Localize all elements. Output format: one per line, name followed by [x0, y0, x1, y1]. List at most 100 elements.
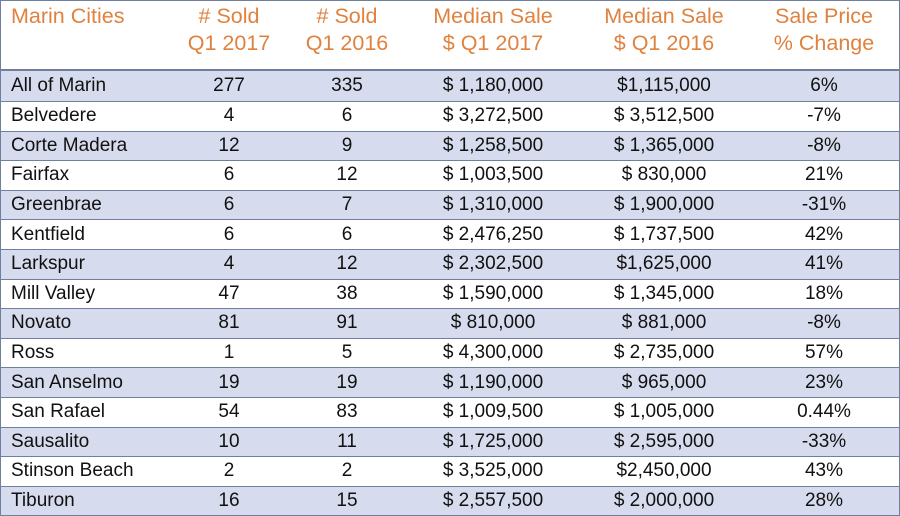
- header-row: Marin Cities # Sold Q1 2017 # Sold Q1 20…: [1, 1, 899, 70]
- median-2016-cell: $ 2,000,000: [579, 485, 749, 516]
- city-cell: Greenbrae: [1, 189, 171, 220]
- sold-2017-cell: 4: [171, 101, 287, 132]
- city-cell: Larkspur: [1, 248, 171, 280]
- city-cell: San Anselmo: [1, 367, 171, 398]
- median-2016-cell: $ 2,595,000: [579, 426, 749, 457]
- median-2016-cell: $ 1,737,500: [579, 219, 749, 250]
- price-change-cell: 57%: [749, 337, 899, 368]
- table-row: Larkspur 4 12 $ 2,302,500 $1,625,000 41%: [1, 248, 899, 280]
- table-row: Novato 81 91 $ 810,000 $ 881,000 -8%: [1, 308, 899, 339]
- header-line: Median Sale: [604, 4, 724, 28]
- sold-2016-cell: 12: [287, 248, 407, 280]
- sold-2016-cell: 11: [287, 426, 407, 457]
- price-change-cell: -31%: [749, 189, 899, 220]
- sold-2016-cell: 15: [287, 485, 407, 516]
- header-line: # Sold: [198, 4, 260, 28]
- header-median-2017: Median Sale $ Q1 2017: [407, 1, 579, 70]
- sold-2017-cell: 81: [171, 308, 287, 339]
- header-line: Q1 2017: [187, 31, 271, 55]
- price-change-cell: 21%: [749, 160, 899, 191]
- median-2017-cell: $ 1,310,000: [407, 189, 579, 220]
- median-2017-cell: $ 1,190,000: [407, 367, 579, 398]
- header-line: Q1 2016: [305, 31, 389, 55]
- price-change-cell: 18%: [749, 278, 899, 309]
- median-2016-cell: $ 881,000: [579, 308, 749, 339]
- city-cell: Mill Valley: [1, 278, 171, 309]
- header-sold-2017: # Sold Q1 2017: [171, 1, 287, 70]
- sold-2016-cell: 7: [287, 189, 407, 220]
- sold-2017-cell: 6: [171, 189, 287, 220]
- median-2017-cell: $ 2,302,500: [407, 248, 579, 280]
- sold-2017-cell: 2: [171, 456, 287, 487]
- city-cell: Corte Madera: [1, 130, 171, 161]
- median-2016-cell: $ 1,345,000: [579, 278, 749, 309]
- sold-2016-cell: 6: [287, 101, 407, 132]
- price-change-cell: 23%: [749, 367, 899, 398]
- median-2017-cell: $ 1,003,500: [407, 160, 579, 191]
- table-row: Greenbrae 6 7 $ 1,310,000 $ 1,900,000 -31%: [1, 189, 899, 220]
- table-row: Stinson Beach 2 2 $ 3,525,000 $2,450,000 43%: [1, 456, 899, 487]
- price-change-cell: -8%: [749, 308, 899, 339]
- sold-2016-cell: 6: [287, 219, 407, 250]
- sold-2017-cell: 19: [171, 367, 287, 398]
- sold-2017-cell: 10: [171, 426, 287, 457]
- table-row: Tiburon 16 15 $ 2,557,500 $ 2,000,000 28%: [1, 485, 899, 516]
- table-row: San Rafael 54 83 $ 1,009,500 $ 1,005,000 0.44…: [1, 396, 899, 428]
- sold-2017-cell: 47: [171, 278, 287, 309]
- price-change-cell: 43%: [749, 456, 899, 487]
- header-line: $ Q1 2017: [442, 31, 544, 55]
- sold-2017-cell: 1: [171, 337, 287, 368]
- header-line: Sale Price: [775, 4, 873, 28]
- median-2017-cell: $ 1,725,000: [407, 426, 579, 457]
- sold-2017-cell: 6: [171, 160, 287, 191]
- sold-2016-cell: 5: [287, 337, 407, 368]
- city-cell: San Rafael: [1, 396, 171, 428]
- header-sold-2016: # Sold Q1 2016: [287, 1, 407, 70]
- table-header: Marin Cities # Sold Q1 2017 # Sold Q1 20…: [1, 1, 899, 70]
- sold-2016-cell: 9: [287, 130, 407, 161]
- header-line: # Sold: [316, 4, 378, 28]
- table-row: Fairfax 6 12 $ 1,003,500 $ 830,000 21%: [1, 160, 899, 191]
- city-cell: All of Marin: [1, 69, 171, 102]
- city-cell: Tiburon: [1, 485, 171, 516]
- median-2017-cell: $ 1,258,500: [407, 130, 579, 161]
- sold-2016-cell: 2: [287, 456, 407, 487]
- table-row: Kentfield 6 6 $ 2,476,250 $ 1,737,500 42%: [1, 219, 899, 250]
- median-2016-cell: $1,115,000: [579, 69, 749, 102]
- header-median-2016: Median Sale $ Q1 2016: [579, 1, 749, 70]
- median-2016-cell: $ 1,365,000: [579, 130, 749, 161]
- median-2017-cell: $ 2,476,250: [407, 219, 579, 250]
- table-body: All of Marin 277 335 $ 1,180,000 $1,115,000 6…: [1, 69, 899, 516]
- sold-2017-cell: 12: [171, 130, 287, 161]
- sold-2017-cell: 4: [171, 248, 287, 280]
- median-2016-cell: $ 830,000: [579, 160, 749, 191]
- median-2016-cell: $1,625,000: [579, 248, 749, 280]
- header-line: $ Q1 2016: [613, 31, 715, 55]
- header-line: Median Sale: [433, 4, 553, 28]
- city-cell: Ross: [1, 337, 171, 368]
- table-row: Mill Valley 47 38 $ 1,590,000 $ 1,345,000 18%: [1, 278, 899, 309]
- median-2017-cell: $ 2,557,500: [407, 485, 579, 516]
- sold-2017-cell: 6: [171, 219, 287, 250]
- price-change-cell: -7%: [749, 101, 899, 132]
- sold-2016-cell: 91: [287, 308, 407, 339]
- city-cell: Belvedere: [1, 101, 171, 132]
- table-row: Ross 1 5 $ 4,300,000 $ 2,735,000 57%: [1, 337, 899, 368]
- price-change-cell: 0.44%: [749, 396, 899, 428]
- median-2017-cell: $ 1,180,000: [407, 69, 579, 102]
- median-2017-cell: $ 1,009,500: [407, 396, 579, 428]
- sold-2017-cell: 277: [171, 69, 287, 102]
- sold-2016-cell: 12: [287, 160, 407, 191]
- median-2016-cell: $ 1,005,000: [579, 396, 749, 428]
- median-2017-cell: $ 810,000: [407, 308, 579, 339]
- median-2017-cell: $ 3,272,500: [407, 101, 579, 132]
- price-change-cell: -33%: [749, 426, 899, 457]
- sold-2016-cell: 38: [287, 278, 407, 309]
- price-change-cell: 28%: [749, 485, 899, 516]
- price-change-cell: 42%: [749, 219, 899, 250]
- city-cell: Stinson Beach: [1, 456, 171, 487]
- median-2017-cell: $ 4,300,000: [407, 337, 579, 368]
- city-cell: Kentfield: [1, 219, 171, 250]
